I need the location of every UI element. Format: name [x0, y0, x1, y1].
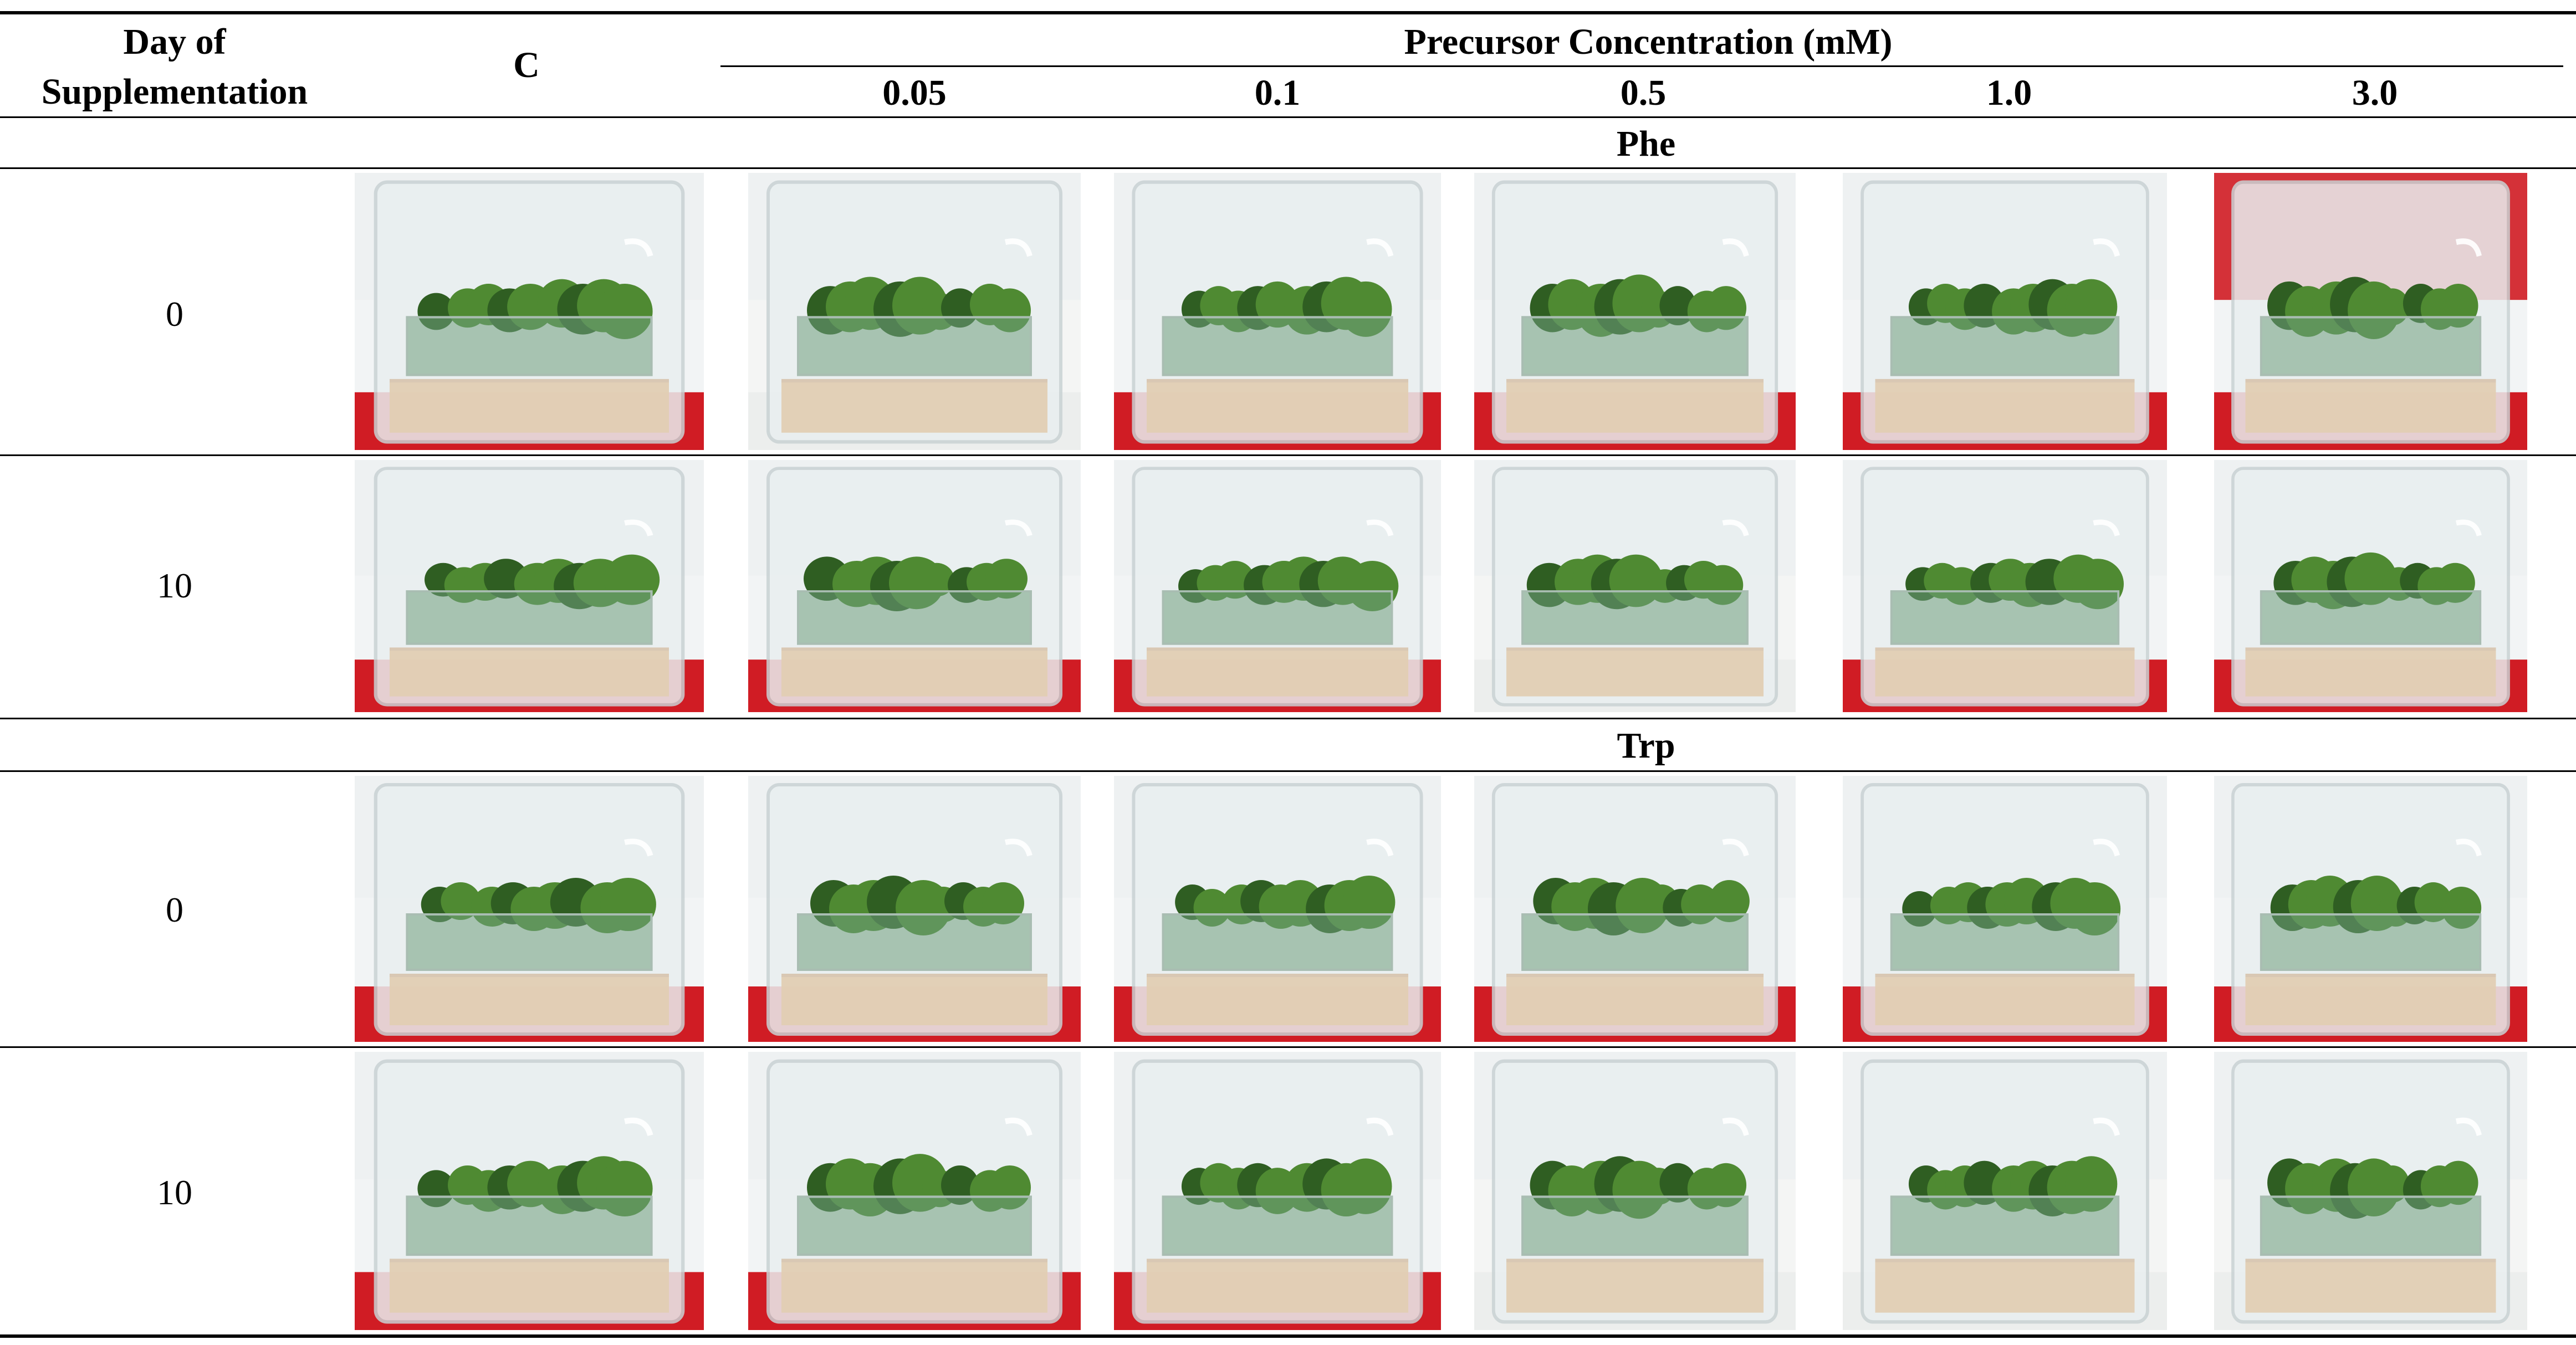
photo-trp-day10-conc-0.05 — [748, 1052, 1081, 1330]
row-day-label: 0 — [166, 890, 183, 929]
conc-header-4: 3.0 — [2352, 73, 2398, 113]
photo-phe-day10-conc-1.0 — [1843, 460, 2167, 712]
photo-trp-day0-conc-1.0 — [1843, 776, 2167, 1042]
photo-trp-day10-control — [355, 1052, 704, 1330]
photo-phe-day0-conc-0.05 — [748, 173, 1081, 450]
header-bottom-rule — [0, 116, 2576, 118]
conc-header-0: 0.05 — [882, 73, 947, 113]
photo-trp-day0-conc-3.0 — [2214, 776, 2527, 1042]
photo-phe-day0-conc-1.0 — [1843, 173, 2167, 450]
row-rule — [0, 454, 2576, 456]
row-day-label: 0 — [166, 294, 183, 334]
photo-trp-day0-conc-0.1 — [1114, 776, 1441, 1042]
row-day-label: 10 — [157, 1173, 192, 1212]
photo-phe-day10-conc-0.05 — [748, 460, 1081, 712]
photo-trp-day10-conc-0.1 — [1114, 1052, 1441, 1330]
conc-header-2: 0.5 — [1620, 73, 1667, 113]
phe-group-rule — [0, 167, 2576, 169]
photo-phe-day10-conc-0.1 — [1114, 460, 1441, 712]
photo-trp-day10-conc-1.0 — [1843, 1052, 2167, 1330]
row-day-label: 10 — [157, 566, 192, 605]
photo-phe-day0-conc-3.0 — [2214, 173, 2527, 450]
top-rule — [0, 11, 2576, 14]
photo-trp-day0-conc-0.05 — [748, 776, 1081, 1042]
photo-phe-day0-conc-0.1 — [1114, 173, 1441, 450]
conc-header-3: 1.0 — [1986, 73, 2032, 113]
photo-phe-day10-control — [355, 460, 704, 712]
conc-header-1: 0.1 — [1254, 73, 1301, 113]
photo-phe-day10-conc-0.5 — [1474, 460, 1796, 712]
precursor-underline — [720, 65, 2563, 67]
row-rule — [0, 1046, 2576, 1048]
row-rule — [0, 718, 2576, 719]
photo-trp-day0-control — [355, 776, 704, 1042]
photo-trp-day10-conc-3.0 — [2214, 1052, 2527, 1330]
photo-trp-day10-conc-0.5 — [1474, 1052, 1796, 1330]
day-header-line2: Supplementation — [41, 71, 308, 112]
photo-trp-day0-conc-0.5 — [1474, 776, 1796, 1042]
photo-phe-day0-control — [355, 173, 704, 450]
group-label-phe: Phe — [1616, 124, 1676, 164]
group-label-trp: Trp — [1617, 725, 1675, 766]
trp-group-rule — [0, 770, 2576, 772]
photo-phe-day10-conc-3.0 — [2214, 460, 2527, 712]
precursor-header: Precursor Concentration (mM) — [1404, 22, 1893, 62]
photo-phe-day0-conc-0.5 — [1474, 173, 1796, 450]
bottom-rule — [0, 1334, 2576, 1338]
day-header-line1: Day of — [123, 22, 226, 62]
control-header: C — [513, 45, 540, 85]
